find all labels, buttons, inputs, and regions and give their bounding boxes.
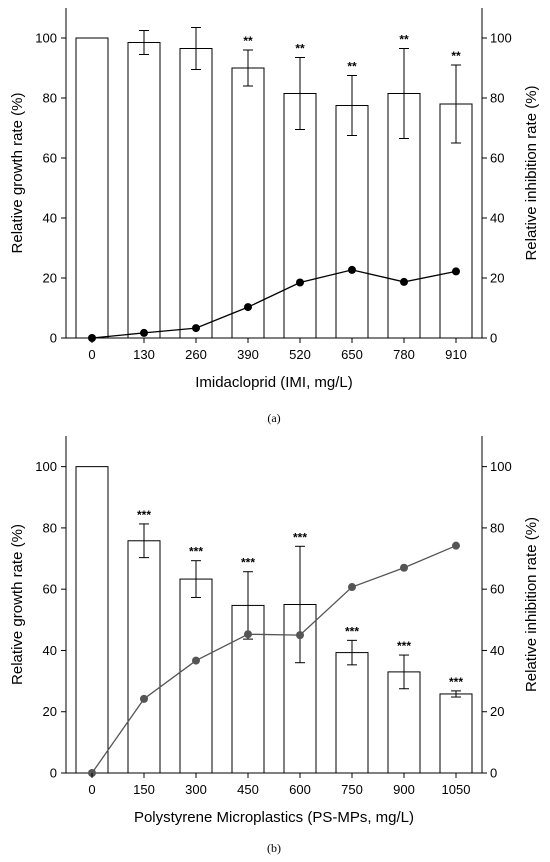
bar [75,37,109,339]
inhibition-rate-point [192,656,200,665]
inhibition-rate-point [452,267,460,276]
left-y-tick-label: 60 [43,151,57,166]
x-tick-label: 300 [185,782,207,797]
inhibition-rate-point [348,583,356,592]
x-tick-label: 260 [185,347,207,362]
x-tick-label: 520 [289,347,311,362]
x-tick-label: 390 [237,347,259,362]
bar [127,42,161,339]
inhibition-rate-point [296,278,304,287]
left-y-tick-label: 40 [43,211,57,226]
significance-mark: ** [295,42,305,56]
panel-label: (a) [267,411,280,425]
significance-mark: *** [241,556,255,570]
left-y-tick-label: 100 [35,459,57,474]
panel-label: (b) [267,841,281,855]
right-y-tick-label: 80 [490,520,504,535]
inhibition-rate-point [140,328,148,337]
bar [335,652,369,774]
right-y-tick-label: 60 [490,582,504,597]
left-y-tick-label: 20 [43,271,57,286]
x-tick-label: 650 [341,347,363,362]
bar [179,48,213,339]
left-y-tick-label: 100 [35,31,57,46]
inhibition-rate-point [452,541,460,550]
significance-mark: ** [243,34,253,48]
inhibition-rate-line [91,545,457,774]
bar [439,693,473,774]
right-y-axis-title: Relative inhibition rate (%) [523,85,540,260]
significance-mark: *** [397,639,411,653]
inhibition-rate-point [244,303,252,312]
x-tick-label: 900 [393,782,415,797]
bar [231,67,265,339]
x-tick-label: 780 [393,347,415,362]
bar [283,93,317,339]
right-y-tick-label: 20 [490,704,504,719]
inhibition-rate-point [400,277,408,286]
right-y-tick-label: 40 [490,211,504,226]
right-y-tick-label: 40 [490,643,504,658]
bar [75,466,109,774]
left-y-tick-label: 80 [43,91,57,106]
significance-mark: ** [451,49,461,63]
x-axis-title: Polystyrene Microplastics (PS-MPs, mg/L) [134,809,414,826]
significance-mark: *** [189,545,203,559]
x-tick-label: 600 [289,782,311,797]
right-y-tick-label: 100 [490,31,512,46]
x-tick-label: 910 [445,347,467,362]
bar [439,103,473,339]
left-y-tick-label: 80 [43,520,57,535]
x-tick-label: 450 [237,782,259,797]
x-tick-label: 0 [88,347,95,362]
right-y-tick-label: 60 [490,151,504,166]
significance-mark: *** [345,624,359,638]
x-tick-label: 0 [88,782,95,797]
right-y-tick-label: 100 [490,459,512,474]
left-y-tick-label: 40 [43,643,57,658]
left-y-tick-label: 20 [43,704,57,719]
x-tick-label: 130 [133,347,155,362]
right-y-axis-title: Relative inhibition rate (%) [523,517,540,692]
inhibition-rate-point [296,631,304,640]
left-y-tick-label: 60 [43,582,57,597]
bar [127,540,161,774]
inhibition-rate-point [192,324,200,333]
left-y-tick-label: 0 [50,331,57,346]
inhibition-rate-point [348,265,356,274]
bar [179,578,213,774]
inhibition-rate-line [91,269,457,339]
inhibition-rate-point [140,694,148,703]
x-tick-label: 750 [341,782,363,797]
significance-mark: *** [449,675,463,689]
bar [335,105,369,339]
left-y-tick-label: 0 [50,766,57,781]
right-y-tick-label: 0 [490,766,497,781]
left-y-axis-title: Relative growth rate (%) [9,93,26,254]
x-axis-title: Imidacloprid (IMI, mg/L) [195,374,353,391]
inhibition-rate-point [244,630,252,639]
significance-mark: ** [399,33,409,47]
right-y-tick-label: 0 [490,331,497,346]
significance-mark: ** [347,60,357,74]
left-y-axis-title: Relative growth rate (%) [9,524,26,685]
right-y-tick-label: 80 [490,91,504,106]
significance-mark: *** [293,530,307,544]
x-tick-label: 1050 [442,782,471,797]
significance-mark: *** [137,508,151,522]
inhibition-rate-point [400,563,408,572]
right-y-tick-label: 20 [490,271,504,286]
x-tick-label: 150 [133,782,155,797]
